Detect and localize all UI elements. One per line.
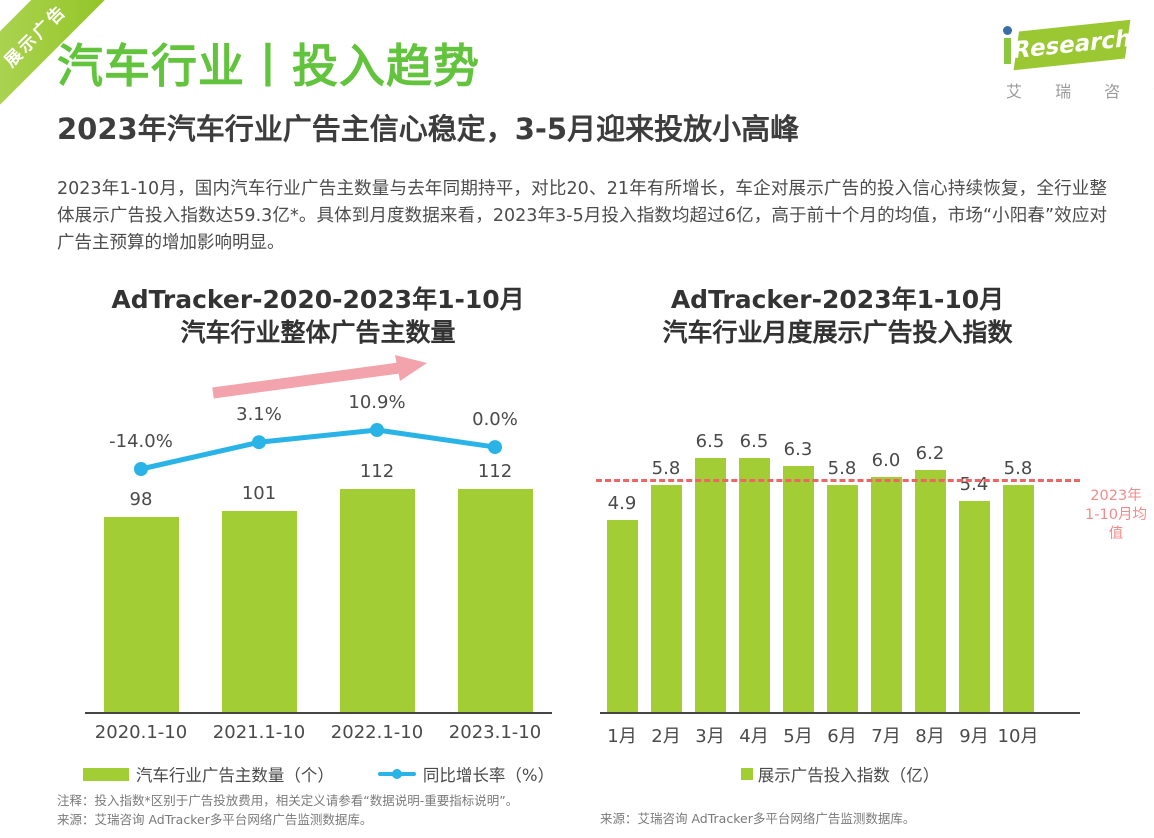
bar-value-label: 112 — [359, 461, 395, 482]
growth-rate-label: 3.1% — [236, 404, 282, 426]
bar-value-label: 6.3 — [783, 439, 813, 460]
trend-up-arrow-icon — [212, 355, 427, 399]
bar — [870, 477, 902, 712]
logo-i-stem-icon — [1004, 38, 1011, 64]
logo-i-dot-icon — [1003, 26, 1012, 35]
bar-value-label: 5.8 — [651, 458, 681, 479]
bar — [738, 458, 770, 712]
month-label: 5月 — [783, 726, 813, 747]
bar-value-label: 6.0 — [871, 450, 901, 471]
left-chart-title-line1: AdTracker-2020-2023年1-10月 — [111, 285, 525, 314]
right-chart-legend: 展示广告投入指数（亿） — [600, 762, 1080, 786]
bar — [339, 489, 415, 712]
left-footnote: 注释：投入指数*区别于广告投放费用，相关定义请参看“数据说明-重要指标说明”。 … — [57, 792, 518, 830]
bar-value-label: 4.9 — [607, 493, 637, 514]
bar-value-label: 5.4 — [959, 474, 989, 495]
bar-value-label: 98 — [129, 489, 153, 510]
iresearch-logo: Research 艾 瑞 咨 询 — [1000, 19, 1154, 102]
average-dashed-line — [596, 478, 1080, 482]
month-label: 2月 — [651, 726, 681, 747]
average-line-label: 2023年 1-10月均值 — [1078, 487, 1154, 544]
legend-index-label: 展示广告投入指数（亿） — [757, 766, 940, 785]
category-label: 2021.1-10 — [212, 722, 306, 743]
average-line-label-line1: 2023年 — [1090, 488, 1142, 504]
month-label: 8月 — [915, 726, 945, 747]
bar-value-label: 5.8 — [1003, 458, 1033, 479]
month-label: 6月 — [827, 726, 857, 747]
left-chart-title-line2: 汽车行业整体广告主数量 — [180, 318, 456, 347]
footnote-source-right: 来源：艾瑞咨询 AdTracker多平台网络广告监测数据库。 — [600, 811, 916, 826]
category-label: 2020.1-10 — [94, 722, 188, 743]
bar — [826, 485, 858, 712]
line-point — [488, 440, 502, 455]
legend-item-line-series: 同比增长率（%） — [377, 762, 555, 786]
logo-wordmark: Research — [1011, 19, 1133, 71]
advertiser-count-chart: 98 101 112 112 2020.1-10 2021.1-10 2022.1-10 20… — [85, 360, 552, 743]
bar — [457, 489, 533, 712]
footnote-note: 注释：投入指数*区别于广告投放费用，相关定义请参看“数据说明-重要指标说明”。 — [57, 793, 519, 808]
right-chart-title-line1: AdTracker-2023年1-10月 — [670, 285, 1005, 314]
month-label: 10月 — [997, 726, 1039, 747]
bar-swatch-icon — [82, 767, 129, 781]
logo-mark: Research — [1000, 19, 1142, 72]
legend-item-index-series: 展示广告投入指数（亿） — [740, 762, 940, 786]
line-swatch-icon — [377, 769, 416, 779]
body-paragraph: 2023年1-10月，国内汽车行业广告主数量与去年同期持平，对比20、21年有所… — [57, 179, 1107, 254]
month-label: 9月 — [959, 726, 989, 747]
bar — [650, 485, 682, 712]
line-point — [370, 423, 384, 438]
month-label: 3月 — [695, 726, 725, 747]
bar — [103, 517, 179, 712]
bar-value-label: 101 — [241, 483, 277, 504]
line-point — [252, 435, 266, 450]
line-point — [134, 462, 148, 476]
bar-value-label: 6.5 — [739, 431, 769, 452]
growth-rate-label: 0.0% — [472, 409, 518, 431]
bar-value-label: 5.8 — [827, 458, 857, 479]
category-label: 2023.1-10 — [448, 722, 542, 743]
legend-item-bar-series: 汽车行业广告主数量（个） — [82, 762, 334, 786]
bar — [1002, 485, 1034, 712]
left-chart-title: AdTracker-2020-2023年1-10月 汽车行业整体广告主数量 — [60, 283, 576, 349]
monthly-index-chart: 4.9 5.8 6.5 6.5 6.3 5.8 6.0 6.2 5.4 5.8 1月 2月 3月 4月 5月… — [596, 360, 1080, 747]
bar-value-label: 6.2 — [915, 443, 945, 464]
right-footnote: 来源：艾瑞咨询 AdTracker多平台网络广告监测数据库。 — [600, 810, 915, 829]
bar-value-label: 112 — [477, 461, 513, 482]
logo-chinese-name: 艾 瑞 咨 询 — [1006, 82, 1154, 101]
legend-line-label: 同比增长率（%） — [422, 766, 555, 785]
growth-rate-label: -14.0% — [109, 431, 173, 452]
average-line-label-line2: 1-10月均值 — [1085, 506, 1147, 542]
month-label: 4月 — [739, 726, 769, 747]
footnote-source: 来源：艾瑞咨询 AdTracker多平台网络广告监测数据库。 — [57, 811, 373, 827]
bar — [914, 470, 946, 712]
bar — [782, 466, 814, 712]
left-chart-legend: 汽车行业广告主数量（个） 同比增长率（%） — [82, 762, 555, 786]
page-title: 汽车行业丨投入趋势 — [57, 39, 480, 93]
square-swatch-icon — [740, 768, 753, 780]
right-chart-title-line2: 汽车行业月度展示广告投入指数 — [662, 318, 1013, 347]
month-label: 7月 — [871, 726, 901, 747]
bar — [958, 501, 990, 712]
bar — [221, 511, 297, 712]
right-chart-title: AdTracker-2023年1-10月 汽车行业月度展示广告投入指数 — [620, 283, 1055, 349]
bar — [606, 520, 638, 712]
bar — [694, 458, 726, 712]
slide-subtitle: 2023年汽车行业广告主信心稳定，3-5月迎来投放小高峰 — [57, 112, 800, 146]
month-label: 1月 — [607, 726, 637, 747]
bar-value-label: 6.5 — [695, 431, 725, 452]
legend-bar-label: 汽车行业广告主数量（个） — [135, 766, 334, 785]
category-label: 2022.1-10 — [330, 722, 424, 743]
growth-rate-label: 10.9% — [348, 392, 406, 413]
